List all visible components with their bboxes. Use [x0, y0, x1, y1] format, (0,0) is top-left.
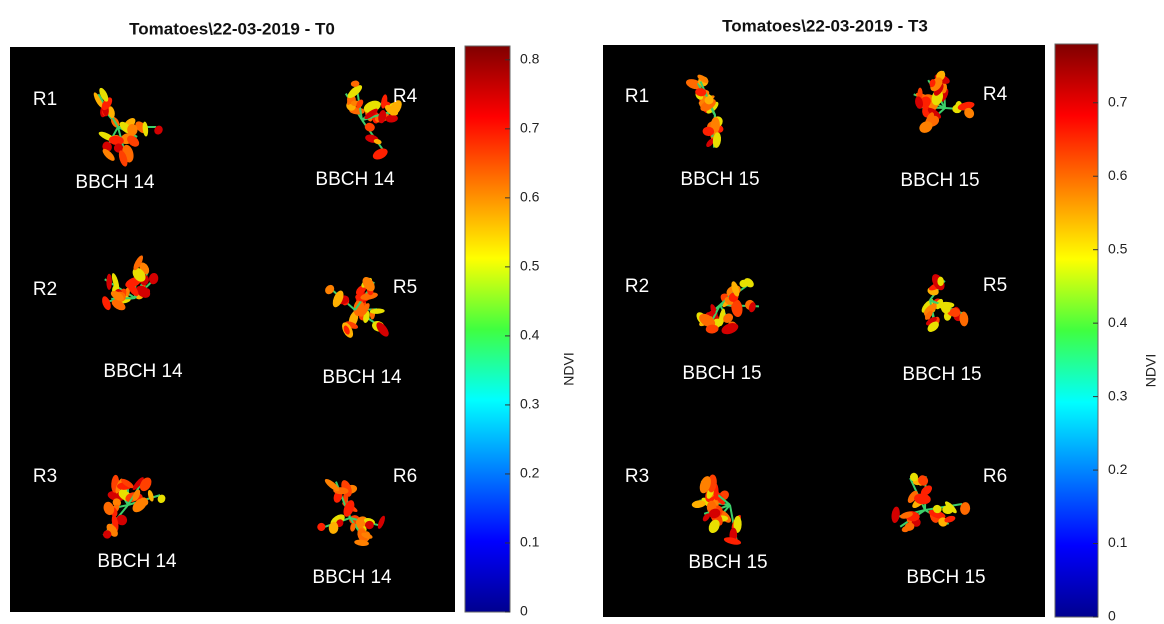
colorbar-tick-label: 0.1 [520, 534, 540, 550]
plot-label: R4 [983, 84, 1008, 105]
plot-label: R3 [33, 466, 57, 487]
growth-stage: BBCH 14 [322, 367, 402, 388]
panel-title: Tomatoes\22-03-2019 - T0 [129, 19, 335, 38]
colorbar [1055, 44, 1098, 617]
colorbar-tick-label: 0.3 [520, 396, 540, 412]
growth-stage: BBCH 14 [97, 551, 177, 572]
plot-label: R5 [393, 277, 417, 298]
colorbar-tick-label: 0.7 [520, 120, 540, 136]
plot-label: R2 [625, 276, 649, 297]
plot-label: R2 [33, 279, 57, 300]
colorbar-tick-label: 0.6 [520, 189, 540, 205]
colorbar-tick-label: 0.2 [1108, 461, 1128, 477]
colorbar-tick-label: 0.5 [520, 258, 540, 274]
growth-stage: BBCH 15 [688, 552, 767, 573]
colorbar-tick-label: 0.8 [520, 51, 540, 67]
panel-title: Tomatoes\22-03-2019 - T3 [722, 16, 928, 35]
colorbar-tick-label: 0.3 [1108, 387, 1128, 403]
growth-stage: BBCH 14 [75, 172, 155, 193]
growth-stage: BBCH 14 [312, 567, 392, 588]
colorbar-tick-label: 0 [520, 603, 528, 619]
growth-stage: BBCH 15 [906, 567, 985, 588]
colorbar-tick-label: 0.7 [1108, 93, 1128, 109]
colorbar-tick-label: 0.5 [1108, 240, 1128, 256]
colorbar-label: NDVI [561, 352, 577, 385]
colorbar-tick-label: 0.6 [1108, 167, 1128, 183]
colorbar-tick-label: 0.4 [520, 327, 540, 343]
plot-label: R1 [33, 89, 57, 110]
colorbar [465, 46, 510, 612]
plot-label: R3 [625, 466, 649, 487]
growth-stage: BBCH 14 [103, 361, 183, 382]
growth-stage: BBCH 14 [315, 169, 395, 190]
growth-stage: BBCH 15 [682, 363, 761, 384]
colorbar-tick-label: 0.4 [1108, 314, 1128, 330]
plot-label: R6 [983, 466, 1007, 487]
plot-label: R1 [625, 86, 649, 107]
leaf [106, 274, 112, 290]
plot-label: R4 [393, 86, 418, 107]
colorbar-label: NDVI [1143, 354, 1159, 387]
image-panel [10, 47, 455, 612]
plot-label: R5 [983, 275, 1007, 296]
colorbar-tick-label: 0 [1108, 608, 1116, 624]
growth-stage: BBCH 15 [902, 364, 981, 385]
colorbar-tick-label: 0.2 [520, 465, 540, 481]
figure: Tomatoes\22-03-2019 - T0 R1 BBCH 14 R4 BBCH … [0, 0, 1164, 624]
colorbar-tick-label: 0.1 [1108, 534, 1128, 550]
growth-stage: BBCH 15 [680, 169, 759, 190]
growth-stage: BBCH 15 [900, 170, 979, 191]
image-panel [603, 45, 1045, 617]
plot-label: R6 [393, 466, 417, 487]
